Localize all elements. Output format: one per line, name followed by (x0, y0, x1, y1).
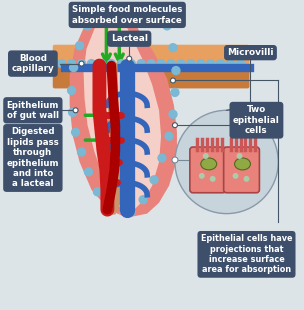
Circle shape (79, 61, 84, 66)
Circle shape (73, 108, 78, 113)
Ellipse shape (201, 158, 217, 170)
Circle shape (175, 110, 278, 214)
Circle shape (244, 176, 250, 182)
Circle shape (171, 88, 179, 96)
Text: Microvilli: Microvilli (227, 48, 274, 57)
Circle shape (199, 173, 205, 179)
Circle shape (107, 60, 115, 68)
Circle shape (147, 60, 155, 68)
Text: Blood
capillary: Blood capillary (12, 54, 54, 73)
Circle shape (84, 22, 92, 30)
Circle shape (237, 153, 243, 159)
Circle shape (127, 60, 135, 68)
FancyBboxPatch shape (224, 147, 259, 193)
Circle shape (88, 60, 95, 68)
Circle shape (207, 60, 215, 68)
Circle shape (76, 42, 84, 50)
Circle shape (163, 22, 171, 30)
Text: Two
epithelial
cells: Two epithelial cells (233, 105, 280, 135)
Text: Digested
lipids pass
through
epithelium
and into
a lacteal: Digested lipids pass through epithelium … (7, 127, 59, 188)
Circle shape (169, 110, 177, 118)
Circle shape (172, 123, 178, 128)
Circle shape (177, 60, 185, 68)
Circle shape (69, 108, 77, 116)
Circle shape (217, 60, 225, 68)
Circle shape (210, 176, 216, 182)
Circle shape (58, 60, 66, 68)
Circle shape (127, 208, 135, 216)
FancyBboxPatch shape (53, 67, 250, 88)
Circle shape (93, 188, 102, 196)
Circle shape (157, 60, 165, 68)
Circle shape (172, 67, 180, 74)
Circle shape (167, 60, 175, 68)
Ellipse shape (235, 158, 250, 170)
Circle shape (78, 60, 85, 68)
Text: Lacteal: Lacteal (111, 34, 148, 43)
Circle shape (165, 132, 173, 140)
Circle shape (78, 148, 85, 156)
Circle shape (127, 56, 132, 61)
Text: Epithelium
of gut wall: Epithelium of gut wall (7, 100, 59, 120)
Circle shape (72, 128, 80, 136)
Polygon shape (84, 13, 161, 214)
Circle shape (103, 204, 111, 212)
Circle shape (169, 44, 177, 52)
Circle shape (203, 153, 209, 159)
Circle shape (117, 60, 125, 68)
Circle shape (68, 60, 76, 68)
Circle shape (226, 60, 235, 68)
Circle shape (187, 60, 195, 68)
Circle shape (98, 60, 105, 68)
Circle shape (139, 196, 147, 204)
Circle shape (85, 168, 92, 176)
FancyBboxPatch shape (53, 45, 250, 74)
Circle shape (237, 60, 244, 68)
Circle shape (233, 173, 239, 179)
Text: Simple food molecules
absorbed over surface: Simple food molecules absorbed over surf… (72, 5, 182, 24)
Circle shape (137, 60, 145, 68)
Circle shape (158, 154, 166, 162)
Circle shape (68, 86, 76, 94)
Circle shape (172, 157, 178, 163)
Circle shape (70, 64, 78, 72)
Circle shape (171, 78, 175, 83)
Circle shape (150, 176, 158, 184)
FancyBboxPatch shape (190, 147, 226, 193)
Polygon shape (70, 9, 177, 218)
Circle shape (197, 60, 205, 68)
Text: Epithelial cells have
projections that
increase surface
area for absorption: Epithelial cells have projections that i… (201, 234, 292, 274)
Polygon shape (105, 63, 121, 215)
